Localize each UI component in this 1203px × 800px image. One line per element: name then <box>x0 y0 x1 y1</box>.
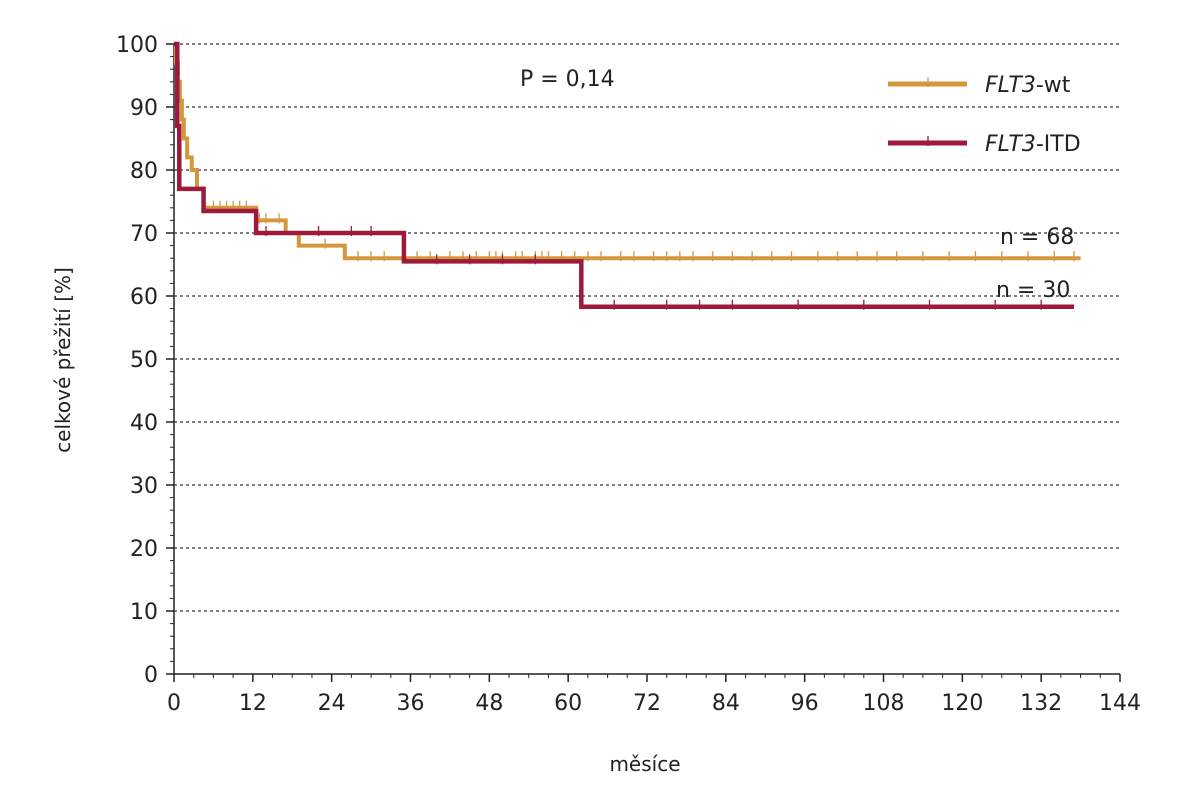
legend-label-flt3-wt: FLT3-wt <box>985 73 1071 98</box>
legend: FLT3-wt FLT3-ITD <box>888 73 1081 157</box>
x-tick-label-60: 60 <box>554 691 582 716</box>
x-tick-label-96: 96 <box>791 691 819 716</box>
x-tick-label-0: 0 <box>167 691 181 716</box>
x-tick-label-72: 72 <box>633 691 661 716</box>
labels-layer: 0 10 20 30 40 50 60 70 80 90 100 0 12 24 36 48 60 72 84 96 1… <box>116 33 1141 716</box>
y-axis-title: celkové přežití [%] <box>51 267 75 453</box>
y-tick-label-40: 40 <box>130 411 158 436</box>
legend-item-flt3-wt: FLT3-wt <box>888 73 1071 98</box>
y-tick-label-100: 100 <box>116 33 158 58</box>
x-tick-label-24: 24 <box>318 691 346 716</box>
survival-curve-flt3-itd <box>174 41 1075 309</box>
y-tick-label-30: 30 <box>130 474 158 499</box>
legend-label-flt3-wt-rest: -wt <box>1036 73 1071 98</box>
x-tick-label-36: 36 <box>397 691 425 716</box>
legend-label-flt3-itd-italic: FLT3 <box>985 132 1036 157</box>
x-tick-label-120: 120 <box>941 691 983 716</box>
count-label-flt3-wt: n = 68 <box>1000 225 1074 250</box>
series-layer <box>173 41 1081 310</box>
p-value-annotation: P = 0,14 <box>520 67 615 92</box>
x-tick-label-12: 12 <box>239 691 267 716</box>
y-tick-label-80: 80 <box>130 159 158 184</box>
x-tick-label-84: 84 <box>712 691 740 716</box>
y-tick-label-50: 50 <box>130 348 158 373</box>
count-label-flt3-itd: n = 30 <box>996 278 1070 303</box>
x-tick-label-144: 144 <box>1099 691 1141 716</box>
x-tick-label-132: 132 <box>1020 691 1062 716</box>
y-tick-label-20: 20 <box>130 537 158 562</box>
y-tick-label-70: 70 <box>130 222 158 247</box>
grid-layer <box>174 43 1120 612</box>
axes-layer <box>166 43 1121 682</box>
legend-item-flt3-itd: FLT3-ITD <box>888 132 1081 157</box>
y-tick-label-60: 60 <box>130 285 158 310</box>
legend-label-flt3-itd-rest: -ITD <box>1036 132 1081 157</box>
x-tick-label-108: 108 <box>863 691 905 716</box>
survival-curve-flt3-wt <box>173 42 1081 261</box>
x-tick-label-48: 48 <box>475 691 503 716</box>
y-tick-label-90: 90 <box>130 96 158 121</box>
legend-label-flt3-wt-italic: FLT3 <box>985 73 1036 98</box>
legend-label-flt3-itd: FLT3-ITD <box>985 132 1081 157</box>
x-axis-title: měsíce <box>609 752 680 776</box>
y-tick-label-10: 10 <box>130 600 158 625</box>
y-tick-label-0: 0 <box>144 663 158 688</box>
